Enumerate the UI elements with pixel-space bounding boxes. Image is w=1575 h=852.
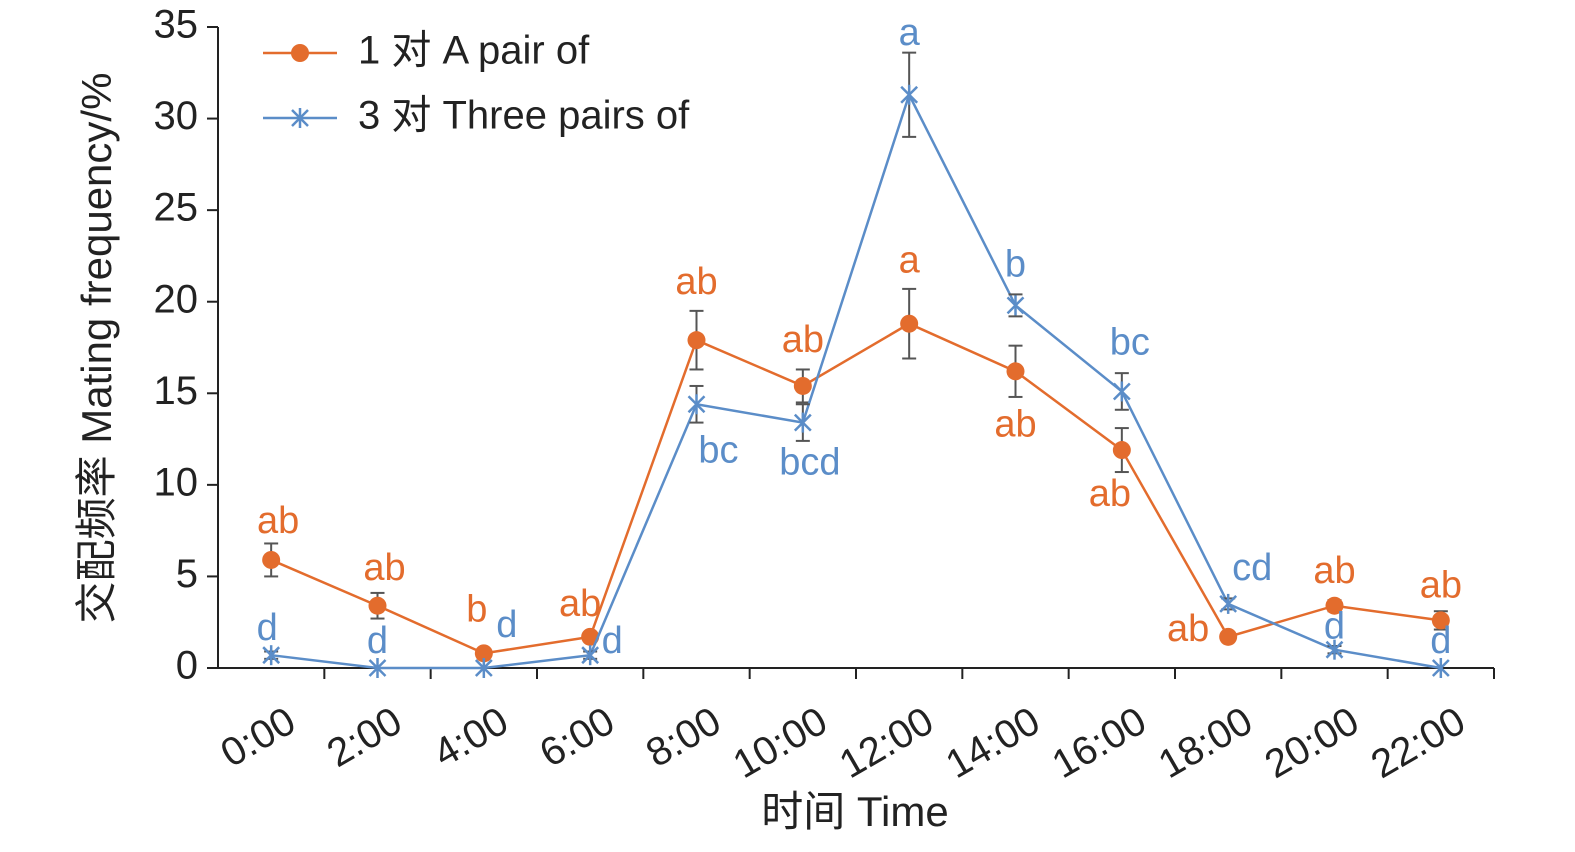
y-tick-label: 10 <box>154 460 199 504</box>
data-label: ab <box>782 319 824 361</box>
data-label: a <box>899 12 921 54</box>
marker <box>262 645 281 666</box>
data-label: ab <box>257 500 299 542</box>
data-label: d <box>1430 620 1451 662</box>
marker <box>687 394 706 415</box>
marker <box>474 658 493 678</box>
data-label: cd <box>1232 547 1272 589</box>
series-line <box>270 322 1442 655</box>
marker <box>793 412 812 433</box>
marker <box>1219 593 1238 614</box>
x-tick-label: 18:00 <box>1151 699 1260 787</box>
y-tick-label: 0 <box>176 644 198 688</box>
x-tick-label: 12:00 <box>832 699 941 787</box>
x-tick-label: 2:00 <box>320 699 409 776</box>
data-label: ab <box>994 403 1036 445</box>
marker <box>368 658 387 678</box>
marker <box>1431 611 1450 630</box>
y-tick-label: 30 <box>154 94 199 138</box>
data-label: d <box>1324 606 1345 648</box>
data-label: ab <box>363 547 405 589</box>
data-label: d <box>496 604 517 646</box>
x-tick-label: 16:00 <box>1045 699 1154 787</box>
data-label: ab <box>1167 608 1209 650</box>
y-tick-label: 20 <box>154 277 199 321</box>
x-tick-label: 4:00 <box>426 699 515 776</box>
data-label: ab <box>1420 564 1462 606</box>
data-label: bcd <box>779 442 840 484</box>
y-tick-label: 25 <box>154 186 199 230</box>
marker <box>368 596 387 615</box>
y-tick-label: 35 <box>154 3 199 47</box>
x-tick-label: 0:00 <box>214 699 303 776</box>
x-tick-label: 8:00 <box>639 699 728 776</box>
marker <box>1431 658 1450 678</box>
series-line <box>271 91 1442 670</box>
legend-label: 3 对 Three pairs of <box>358 94 690 138</box>
x-axis-title: 时间 Time <box>761 788 948 835</box>
data-label: d <box>602 620 623 662</box>
data-label: ab <box>1313 550 1355 592</box>
legend-label: 1 对 A pair of <box>358 29 590 73</box>
marker <box>687 331 706 350</box>
marker <box>793 376 812 395</box>
data-label: d <box>367 620 388 662</box>
x-tick-label: 6:00 <box>533 699 622 776</box>
data-label: a <box>899 240 921 282</box>
marker <box>581 645 600 666</box>
data-label: bc <box>698 429 738 471</box>
marker <box>1112 441 1131 460</box>
marker <box>1325 596 1344 615</box>
data-label: ab <box>559 583 601 625</box>
data-label: b <box>466 588 487 630</box>
y-tick-label: 15 <box>154 369 199 413</box>
marker <box>291 44 309 62</box>
marker <box>1006 295 1025 316</box>
data-label: b <box>1005 243 1026 285</box>
marker <box>900 314 919 333</box>
marker <box>474 644 493 663</box>
marker <box>1219 627 1238 646</box>
marker <box>1006 362 1025 381</box>
marker <box>900 84 919 105</box>
data-label: d <box>257 607 278 649</box>
data-label: ab <box>1089 473 1131 515</box>
marker <box>291 108 309 128</box>
x-tick-label: 22:00 <box>1364 699 1473 787</box>
data-label: ab <box>675 261 717 303</box>
y-tick-label: 5 <box>176 552 198 596</box>
marker <box>1325 639 1344 660</box>
x-tick-label: 20:00 <box>1258 699 1367 787</box>
marker <box>262 550 281 569</box>
marker <box>1112 381 1131 402</box>
data-label: bc <box>1110 321 1150 363</box>
x-tick-label: 14:00 <box>939 699 1048 787</box>
x-tick-label: 10:00 <box>726 699 835 787</box>
y-axis-title: 交配频率 Mating frequency/% <box>73 73 120 624</box>
